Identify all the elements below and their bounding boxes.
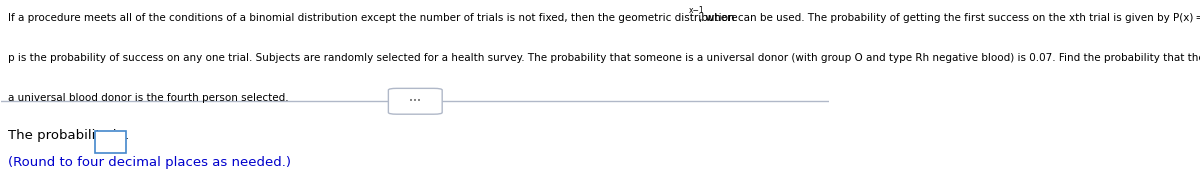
Text: If a procedure meets all of the conditions of a binomial distribution except the: If a procedure meets all of the conditio…: [8, 13, 1200, 23]
Text: x−1: x−1: [689, 6, 704, 15]
Text: a universal blood donor is the fourth person selected.: a universal blood donor is the fourth pe…: [8, 93, 289, 103]
Text: The probability is: The probability is: [8, 129, 127, 142]
Text: .: .: [125, 129, 128, 142]
Text: (Round to four decimal places as needed.): (Round to four decimal places as needed.…: [8, 156, 292, 169]
Text: p is the probability of success on any one trial. Subjects are randomly selected: p is the probability of success on any o…: [8, 53, 1200, 63]
FancyBboxPatch shape: [95, 131, 126, 153]
FancyBboxPatch shape: [389, 88, 442, 114]
Text: •••: •••: [409, 98, 421, 104]
Text: , where: , where: [700, 13, 738, 23]
